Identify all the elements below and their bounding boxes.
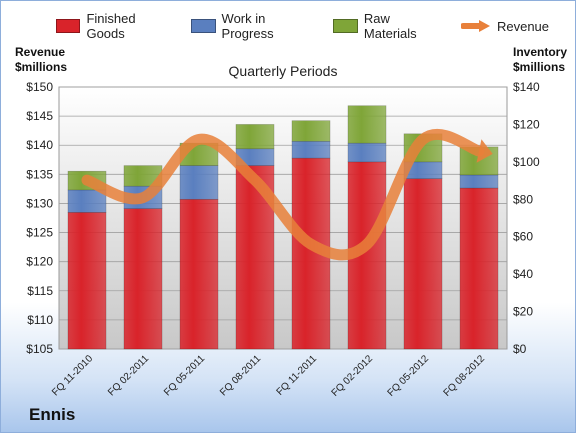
company-name: Ennis xyxy=(29,405,76,424)
right-tick-label: $80 xyxy=(513,192,533,206)
right-tick-label: $100 xyxy=(513,155,540,169)
legend-label-raw-materials: Raw Materials xyxy=(363,11,417,41)
left-tick-label: $150 xyxy=(26,80,53,94)
left-tick-label: $130 xyxy=(26,196,53,210)
right-tick-label: $0 xyxy=(513,342,527,356)
right-tick-label: $120 xyxy=(513,117,540,131)
right-tick-label: $20 xyxy=(513,305,533,319)
revenue-line xyxy=(81,128,485,261)
left-tick-label: $105 xyxy=(26,342,53,356)
bar-work-in-progress xyxy=(67,189,107,213)
bar-finished-goods xyxy=(459,187,499,350)
category-label: FQ 08-2011 xyxy=(218,353,263,398)
legend-label-work-in-progress: Work in Progress xyxy=(221,11,274,41)
legend-item-raw-materials: Raw Materials xyxy=(333,11,434,41)
right-axis-title: Inventory $millions xyxy=(513,45,567,75)
legend-item-finished-goods: Finished Goods xyxy=(56,11,165,41)
category-label: FQ 05-2011 xyxy=(162,353,207,398)
right-tick-label: $40 xyxy=(513,267,533,281)
legend-swatch-finished-goods xyxy=(56,19,81,33)
plot-title: Quarterly Periods xyxy=(229,63,338,79)
right-tick-label: $60 xyxy=(513,230,533,244)
left-tick-label: $125 xyxy=(26,226,53,240)
revenue-arrow-icon xyxy=(460,20,490,32)
right-axis-title-line2: $millions xyxy=(513,60,566,74)
bar-raw-materials xyxy=(235,124,275,150)
bar-finished-goods xyxy=(67,212,107,350)
category-label: FQ 05-2012 xyxy=(386,353,432,399)
left-tick-label: $140 xyxy=(26,138,53,152)
left-tick-label: $115 xyxy=(27,284,53,298)
category-label: FQ 02-2011 xyxy=(106,353,151,398)
left-tick-label: $145 xyxy=(26,109,53,123)
legend-label-revenue: Revenue xyxy=(496,18,550,34)
left-tick-label: $120 xyxy=(26,255,53,269)
legend-swatch-raw-materials xyxy=(333,19,358,33)
legend-label-finished-goods: Finished Goods xyxy=(86,11,136,41)
category-label: FQ 11-2010 xyxy=(50,353,95,398)
bar-finished-goods xyxy=(179,198,219,350)
category-label: FQ 08-2012 xyxy=(442,353,488,399)
left-axis-title: Revenue $millions xyxy=(15,45,67,75)
bar-work-in-progress xyxy=(347,142,387,163)
bar-finished-goods xyxy=(123,208,163,350)
legend: Finished Goods Work in Progress Raw Mate… xyxy=(56,11,575,41)
left-axis-title-line1: Revenue xyxy=(15,45,66,59)
bar-work-in-progress xyxy=(459,174,499,189)
left-axis-title-line2: $millions xyxy=(15,60,68,74)
legend-item-work-in-progress: Work in Progress xyxy=(191,11,307,41)
left-tick-label: $110 xyxy=(27,313,53,327)
revenue-arrowhead xyxy=(476,139,493,163)
right-axis-title-line1: Inventory xyxy=(513,45,568,59)
category-label: FQ 02-2012 xyxy=(330,353,376,399)
category-label: FQ 11-2011 xyxy=(275,353,320,398)
legend-item-revenue: Revenue xyxy=(460,11,550,41)
bar-raw-materials xyxy=(347,105,387,144)
bar-finished-goods xyxy=(403,178,443,350)
right-tick-label: $140 xyxy=(513,80,540,94)
bar-work-in-progress xyxy=(179,165,219,200)
legend-swatch-work-in-progress xyxy=(191,19,216,33)
left-tick-label: $135 xyxy=(26,167,53,181)
bar-raw-materials xyxy=(291,120,331,142)
bar-work-in-progress xyxy=(291,140,331,159)
